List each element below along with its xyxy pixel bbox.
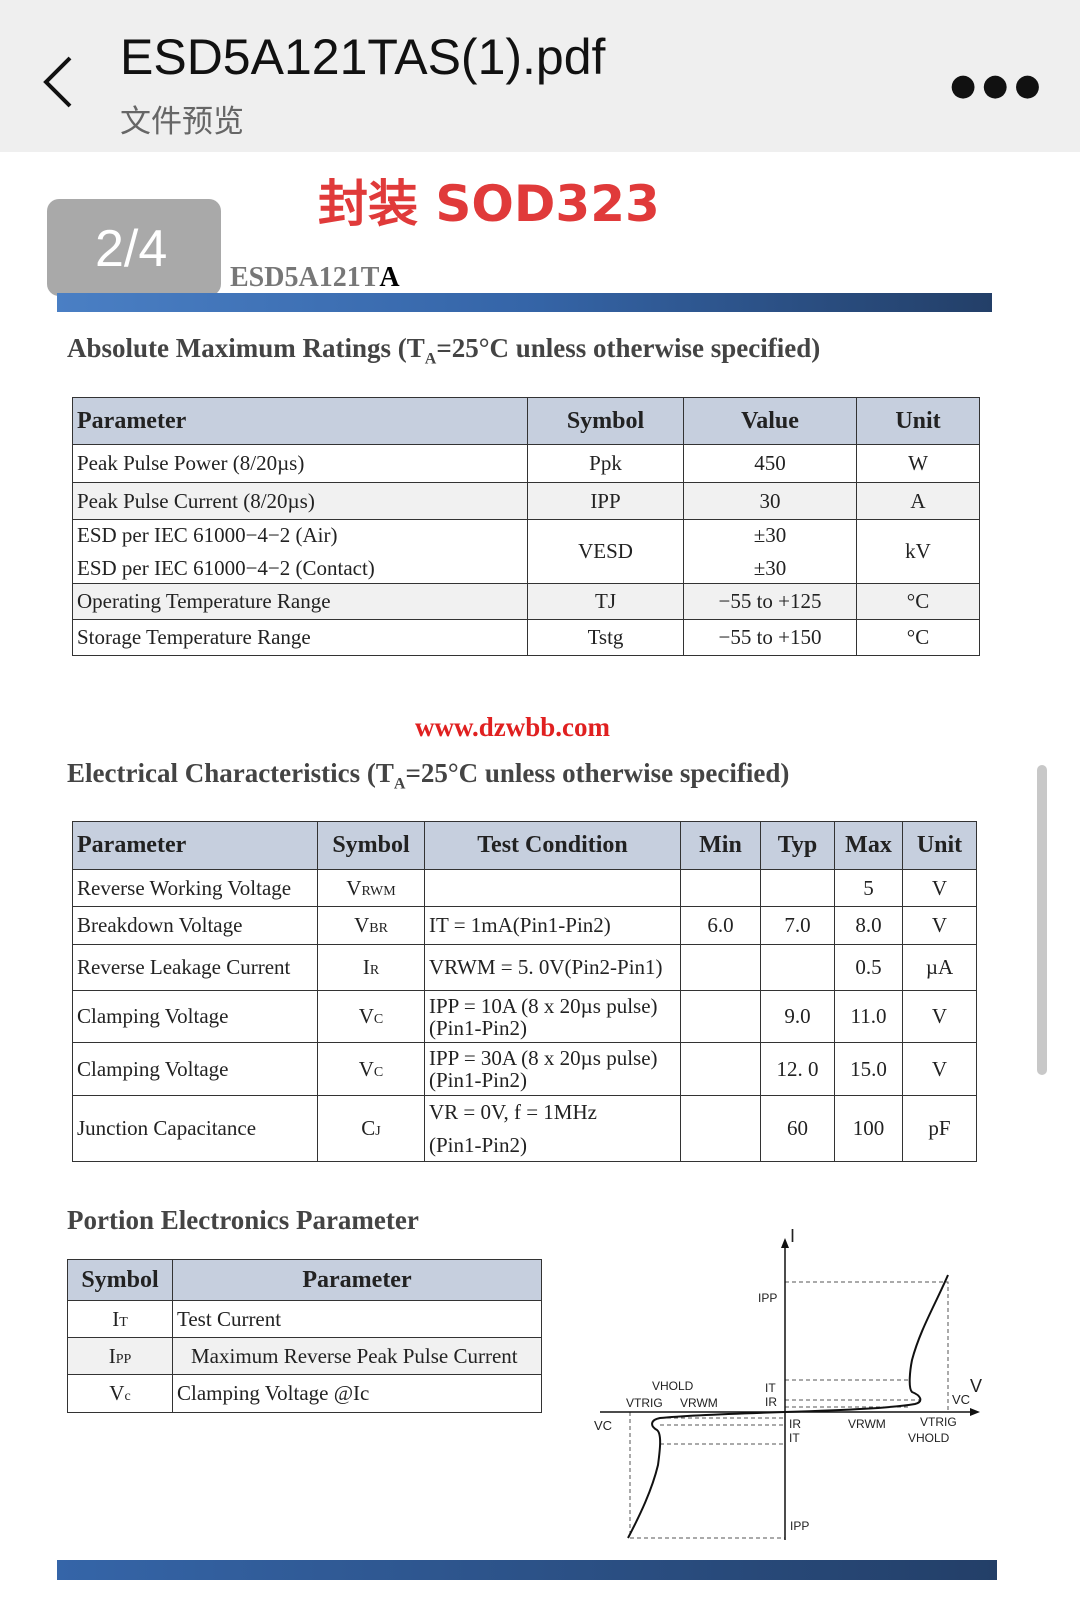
label-ipp-neg: IPP xyxy=(790,1519,809,1533)
label-i: I xyxy=(790,1226,795,1246)
page-indicator: 2/4 xyxy=(47,199,221,296)
label-vhold: VHOLD xyxy=(908,1431,950,1445)
file-title: ESD5A121TAS(1).pdf xyxy=(120,29,606,85)
top-bar: ESD5A121TAS(1).pdf 文件预览 ●●● xyxy=(0,0,1080,152)
table-row: Peak Pulse Current (8/20µs) IPP 30 A xyxy=(72,482,980,520)
table-row: Vc Clamping Voltage @Ic xyxy=(67,1374,542,1413)
table-row: Clamping Voltage VC IPP = 30A (8 x 20µs pu… xyxy=(72,1042,977,1096)
abs-max-title: Absolute Maximum Ratings (TA=25°C unless… xyxy=(67,333,821,368)
table-row: IT Test Current xyxy=(67,1300,542,1338)
label-vtrig: VTRIG xyxy=(920,1415,957,1429)
elec-char-title: Electrical Characteristics (TA=25°C unle… xyxy=(67,758,790,793)
file-subtitle: 文件预览 xyxy=(120,104,244,140)
table-row: Reverse Leakage Current IR VRWM = 5. 0V(Pi… xyxy=(72,944,977,991)
label-it-neg: IT xyxy=(789,1431,800,1445)
scrollbar[interactable] xyxy=(1037,765,1047,1075)
table-row: Operating Temperature Range TJ −55 to +125… xyxy=(72,583,980,620)
label-vrwm: VRWM xyxy=(848,1417,886,1431)
iv-curve-negative xyxy=(627,1411,786,1539)
table-row: Peak Pulse Power (8/20µs) Ppk 450 W xyxy=(72,444,980,483)
table-row: Breakdown Voltage VBR IT = 1mA(Pin1-Pin2) 6… xyxy=(72,906,977,945)
table-row: Reverse Working Voltage VRWM 5 V xyxy=(72,869,977,907)
portion-table: Symbol Parameter IT Test Current IPP Maximu… xyxy=(67,1259,542,1413)
abs-max-table: Parameter Symbol Value Unit Peak Pulse Powe… xyxy=(72,397,980,656)
table-row: ESD per IEC 61000−4−2 (Air) ESD per IEC 6… xyxy=(72,519,980,584)
label-vc-neg: VC xyxy=(594,1418,612,1433)
chevron-left-icon[interactable] xyxy=(40,52,80,112)
label-vc: VC xyxy=(952,1392,970,1407)
label-ir: IR xyxy=(765,1395,777,1409)
footer-band xyxy=(57,1560,997,1580)
table-row: Junction Capacitance CJ VR = 0V, f = 1MHz(… xyxy=(72,1095,977,1162)
label-ipp: IPP xyxy=(758,1291,777,1305)
label-ir-neg: IR xyxy=(789,1417,801,1431)
label-v: V xyxy=(970,1376,982,1396)
iv-curve-positive xyxy=(784,1274,949,1413)
label-vrwm-neg: VRWM xyxy=(680,1396,718,1410)
label-vtrig-neg: VTRIG xyxy=(626,1396,663,1410)
package-annotation: 封装 SOD323 xyxy=(318,175,660,233)
watermark: www.dzwbb.com xyxy=(415,712,611,742)
table-row: Clamping Voltage VC IPP = 10A (8 x 20µs pu… xyxy=(72,990,977,1043)
label-vhold-neg: VHOLD xyxy=(652,1379,694,1393)
iv-characteristic-diagram: I V IPP IPP IT IR IR IT VC VC VRWM VTRIG… xyxy=(594,1226,982,1540)
part-name: ESD5A121TA xyxy=(230,262,400,293)
table-row: IPP Maximum Reverse Peak Pulse Current xyxy=(67,1337,542,1375)
guide-lines xyxy=(629,1281,949,1539)
portion-title: Portion Electronics Parameter xyxy=(67,1205,419,1235)
table-row: Storage Temperature Range Tstg −55 to +150… xyxy=(72,619,980,656)
label-it: IT xyxy=(765,1381,776,1395)
header-band xyxy=(57,293,992,312)
more-horizontal-icon[interactable]: ●●● xyxy=(950,68,1047,103)
elec-char-table: Parameter Symbol Test Condition Min Typ Max Un… xyxy=(72,821,977,1162)
